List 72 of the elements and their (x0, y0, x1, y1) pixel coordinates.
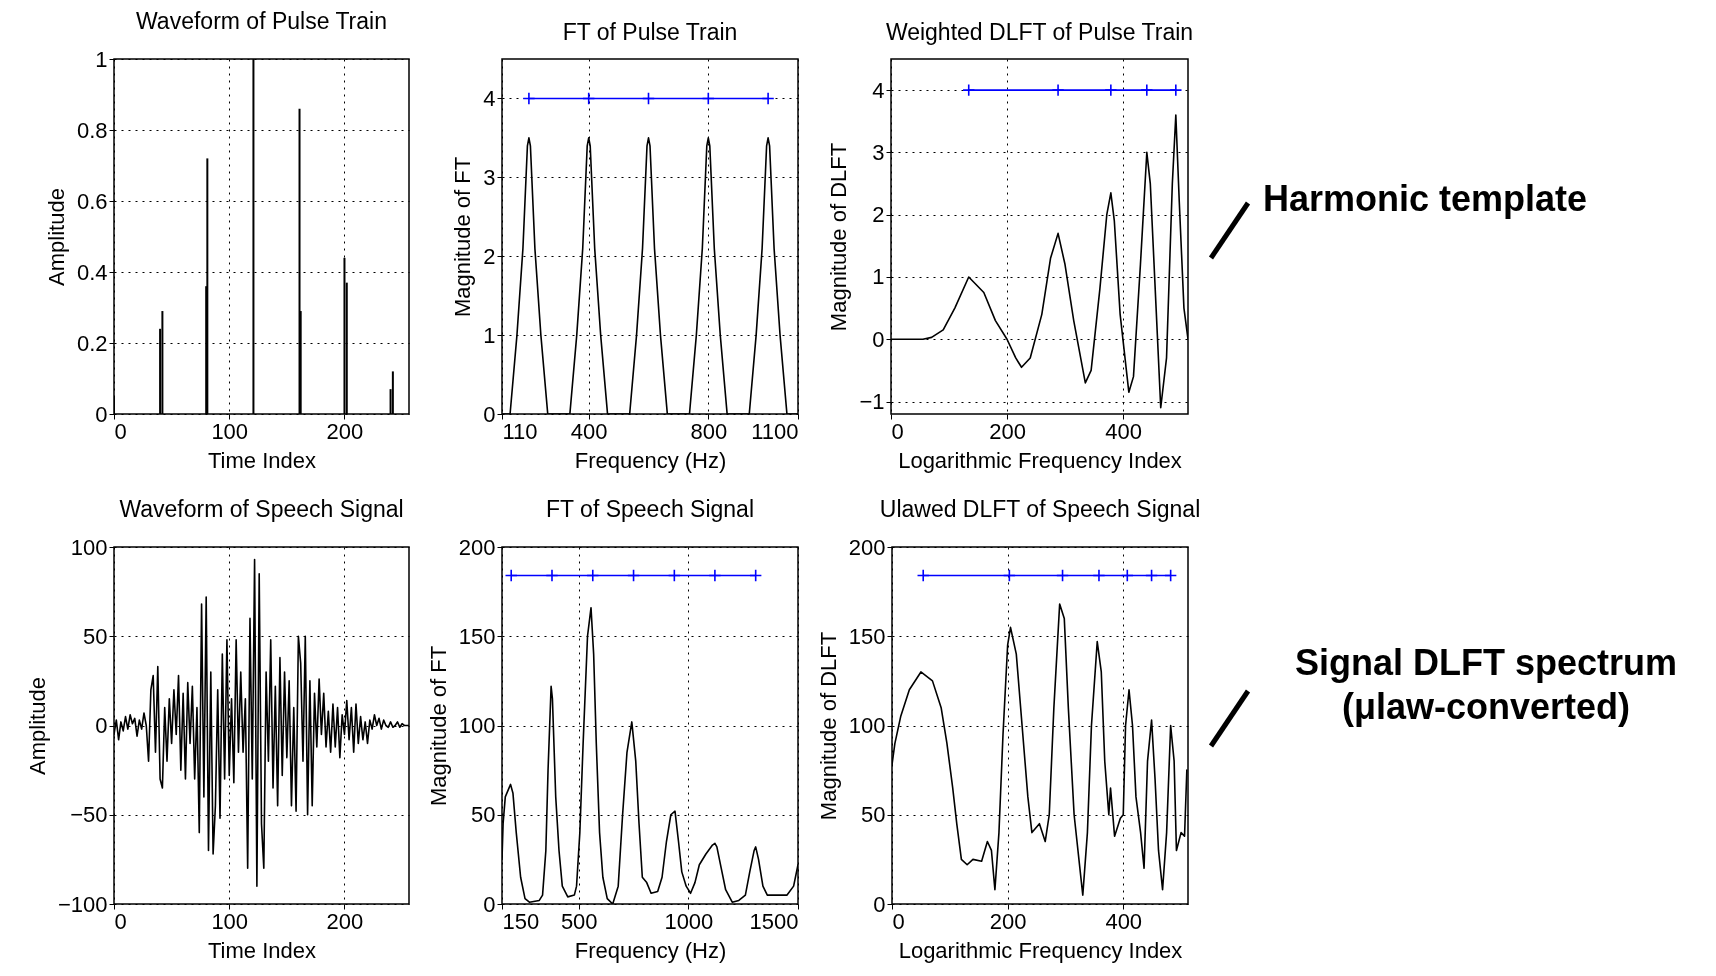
x-axis-title: Logarithmic Frequency Index (898, 447, 1182, 473)
x-axis-title: Frequency (Hz) (574, 447, 727, 473)
y-tick-label: 0 (873, 891, 886, 917)
y-axis-title: Magnitude of FT (450, 156, 476, 318)
y-axis-title: Amplitude (24, 677, 50, 775)
chart-title: Waveform of Speech Signal (119, 496, 404, 522)
y-tick-label: 50 (471, 802, 496, 828)
x-tick-label: 200 (989, 418, 1026, 444)
x-tick-label: 500 (560, 908, 598, 934)
y-tick-label: −100 (57, 891, 108, 917)
x-tick-label: 200 (326, 418, 364, 444)
text: Harmonic template (1263, 177, 1588, 221)
y-tick-label: 0.4 (76, 259, 108, 285)
y-tick-label: 0.8 (76, 117, 108, 143)
x-tick-label: 1100 (751, 418, 799, 444)
x-tick-label: 800 (690, 418, 728, 444)
y-tick-label: 100 (458, 713, 496, 738)
x-tick-label: 1000 (664, 908, 714, 934)
y-axis-title: Amplitude (43, 188, 69, 286)
y-tick-label: 100 (848, 713, 886, 738)
x-axis-title: Time Index (207, 937, 317, 963)
x-tick-label: 150 (502, 908, 540, 934)
y-tick-label: 1 (483, 322, 496, 348)
y-tick-label: 150 (458, 623, 496, 649)
y-tick-label: 1 (95, 46, 108, 72)
x-tick-label: 0 (114, 418, 127, 444)
y-axis-title: Magnitude of DLFT (826, 142, 852, 332)
x-tick-label: 200 (989, 908, 1027, 934)
x-tick-label: 110 (502, 418, 538, 444)
y-tick-label: 200 (848, 534, 886, 560)
y-tick-label: 2 (483, 243, 496, 269)
y-tick-label: 200 (458, 534, 496, 560)
x-tick-label: 400 (1105, 908, 1143, 934)
y-tick-label: −1 (859, 389, 885, 415)
text: Signal DLFT spectrum (μlaw-converted) (1293, 641, 1678, 729)
y-tick-label: 0 (95, 401, 108, 427)
y-tick-label: 0 (483, 401, 496, 427)
y-tick-label: 0.2 (76, 330, 108, 356)
x-tick-label: 0 (891, 418, 904, 444)
x-tick-label: 1500 (749, 908, 799, 934)
x-tick-label: 0 (114, 908, 127, 934)
y-tick-label: 3 (483, 164, 496, 190)
x-axis-title: Logarithmic Frequency Index (898, 937, 1183, 963)
y-tick-label: 0.6 (76, 188, 108, 214)
y-tick-label: −50 (70, 802, 108, 828)
x-tick-label: 400 (570, 418, 608, 444)
y-tick-label: 4 (483, 85, 496, 111)
x-axis-title: Frequency (Hz) (574, 937, 727, 963)
x-tick-label: 0 (892, 908, 905, 934)
y-axis-title: Magnitude of FT (425, 645, 451, 807)
x-tick-label: 400 (1105, 418, 1142, 444)
y-tick-label: 2 (872, 202, 885, 228)
y-tick-label: 1 (872, 264, 885, 290)
y-tick-label: 150 (848, 623, 886, 649)
x-tick-label: 200 (326, 908, 364, 934)
y-tick-label: 50 (83, 623, 108, 649)
y-tick-label: 50 (861, 802, 886, 828)
y-tick-label: 100 (70, 534, 108, 560)
x-tick-label: 100 (211, 908, 249, 934)
chart-title: Ulawed DLFT of Speech Signal (879, 496, 1201, 522)
x-axis-title: Time Index (207, 447, 317, 473)
y-tick-label: 3 (872, 139, 885, 165)
chart-title: FT of Speech Signal (546, 496, 754, 522)
y-axis-title: Magnitude of DLFT (815, 631, 841, 821)
y-tick-label: 0 (95, 713, 108, 738)
y-tick-label: 0 (872, 326, 885, 352)
chart-title: FT of Pulse Train (562, 19, 738, 45)
x-tick-label: 100 (211, 418, 249, 444)
y-tick-label: 4 (872, 77, 885, 103)
chart-title: Weighted DLFT of Pulse Train (885, 19, 1194, 45)
chart-title: Waveform of Pulse Train (136, 8, 387, 34)
y-tick-label: 0 (483, 891, 496, 917)
